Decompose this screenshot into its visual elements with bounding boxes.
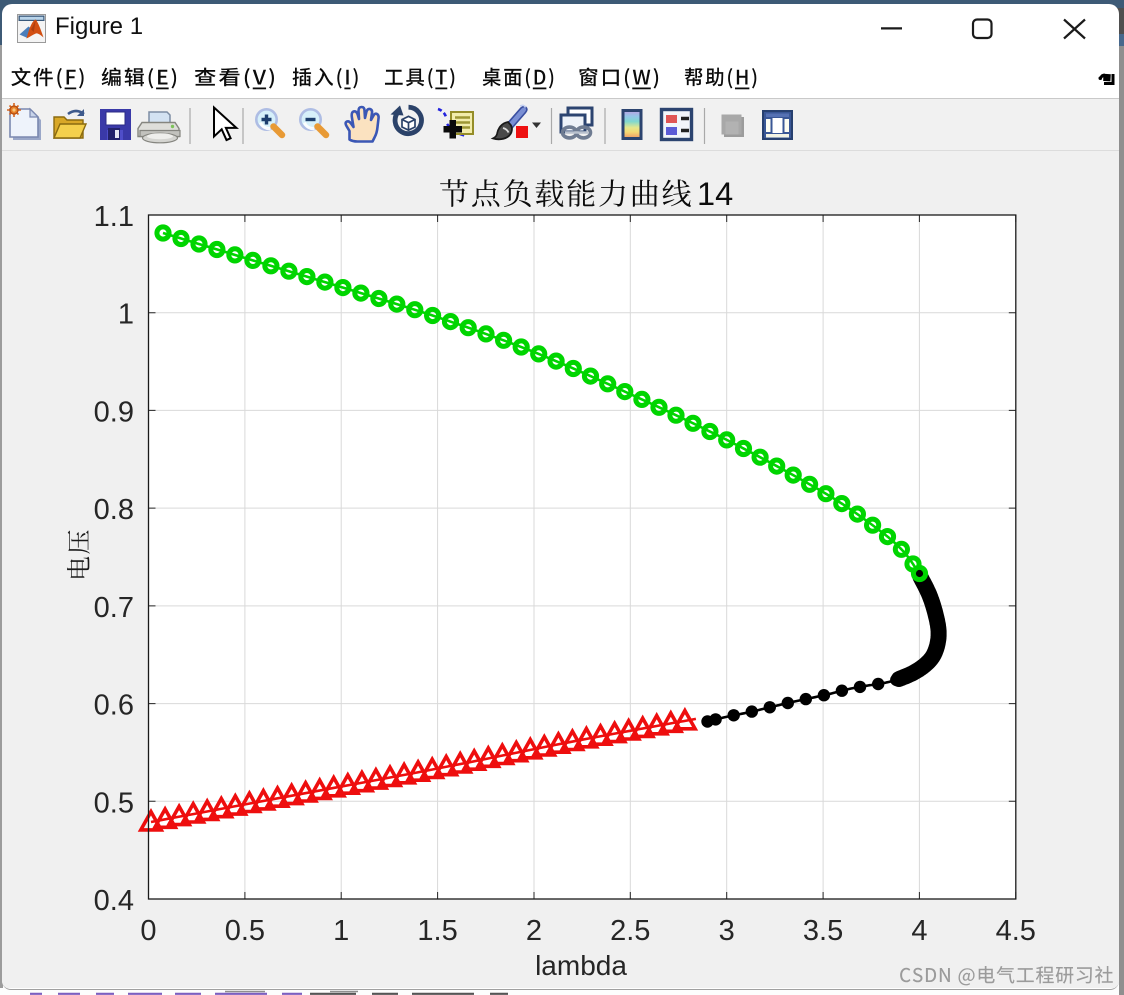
svg-text:1.5: 1.5 <box>417 915 457 947</box>
svg-text:0.8: 0.8 <box>94 494 134 526</box>
svg-text:0.4: 0.4 <box>94 885 134 917</box>
svg-text:0: 0 <box>140 915 156 947</box>
svg-text:2: 2 <box>526 915 542 947</box>
svg-text:1: 1 <box>118 299 134 331</box>
svg-text:0.9: 0.9 <box>94 396 134 428</box>
svg-text:14: 14 <box>697 176 733 212</box>
svg-text:0.7: 0.7 <box>94 592 134 624</box>
svg-text:2.5: 2.5 <box>610 915 650 947</box>
svg-text:4.5: 4.5 <box>996 915 1036 947</box>
svg-text:3: 3 <box>719 915 735 947</box>
svg-text:lambda: lambda <box>535 950 627 981</box>
svg-text:3.5: 3.5 <box>803 915 843 947</box>
svg-text:0.5: 0.5 <box>94 787 134 819</box>
svg-text:0.5: 0.5 <box>225 915 265 947</box>
svg-text:0.6: 0.6 <box>94 690 134 722</box>
svg-text:4: 4 <box>911 915 927 947</box>
svg-text:1.1: 1.1 <box>94 201 134 233</box>
svg-text:1: 1 <box>333 915 349 947</box>
